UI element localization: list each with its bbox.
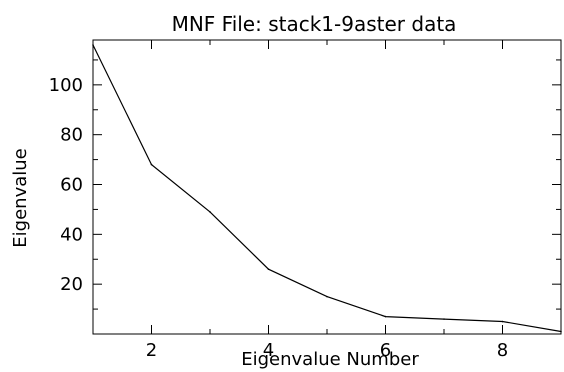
x-tick-labels: 2 4 6 8 [146, 340, 508, 361]
x-tick-label: 2 [146, 340, 157, 361]
eigenvalue-series-line [92, 44, 562, 333]
data-point [560, 330, 562, 333]
x-tick-label: 8 [497, 340, 508, 361]
data-point [443, 318, 445, 320]
y-tick-label: 20 [60, 274, 83, 295]
x-tick-label: 6 [380, 340, 391, 361]
data-point [326, 295, 328, 298]
x-tick-label: 4 [263, 340, 274, 361]
y-tick-label: 80 [60, 125, 83, 146]
y-axis-label: Eigenvalue [10, 148, 31, 247]
y-tick-label: 100 [49, 75, 83, 96]
axes-frame [92, 39, 562, 335]
y-tick-label: 60 [60, 175, 83, 196]
x-axis-ticks [92, 40, 562, 334]
data-point [150, 163, 153, 166]
chart-title: MNF File: stack1-9aster data [172, 12, 457, 36]
series-layer [92, 44, 562, 333]
data-point [384, 315, 387, 318]
x-axis-label: Eigenvalue Number [241, 349, 419, 370]
data-point [92, 44, 94, 46]
y-axis-ticks [93, 59, 561, 310]
data-point [501, 320, 504, 323]
plot-frame [92, 39, 562, 335]
data-point [267, 268, 270, 271]
y-tick-label: 40 [60, 224, 83, 245]
y-tick-labels: 20 40 60 80 100 [49, 75, 83, 295]
data-point [209, 211, 211, 213]
